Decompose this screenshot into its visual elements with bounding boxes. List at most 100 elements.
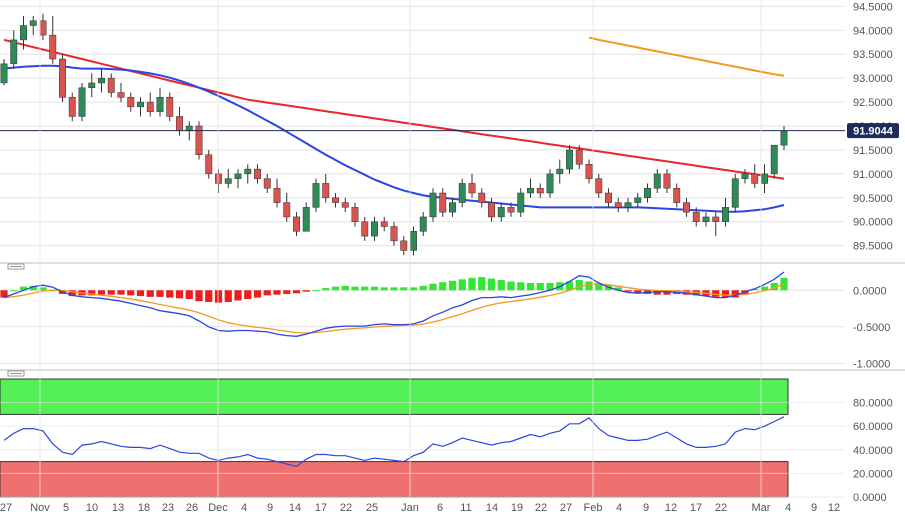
candle-body [195, 125, 203, 155]
macd-bar [322, 288, 330, 291]
candle-body [683, 202, 690, 213]
candle [527, 178, 534, 198]
candle [29, 15, 37, 36]
candle-body [527, 187, 534, 194]
x-tick-label: 4 [616, 502, 622, 514]
macd-bar [195, 290, 203, 302]
candle [575, 145, 583, 170]
candle [332, 193, 339, 208]
macd-bar [117, 290, 125, 295]
macd-bar [29, 285, 37, 291]
macd-bar [146, 290, 154, 297]
macd-bar [39, 287, 47, 291]
candle [614, 197, 622, 213]
macd-bar [234, 290, 242, 301]
candle-body [780, 130, 788, 146]
y-tick-label: 93.0000 [853, 73, 893, 85]
macd-bar [712, 290, 720, 297]
x-tick-label: Jan [401, 502, 419, 514]
candle [263, 173, 271, 194]
candle [497, 202, 505, 222]
x-tick-label: 22 [340, 502, 352, 514]
candle [536, 183, 544, 198]
candle [59, 54, 66, 103]
candle-body [595, 178, 603, 194]
macd-bar [380, 287, 388, 291]
candle-body [49, 34, 57, 60]
candle [488, 197, 495, 222]
candle [556, 159, 564, 184]
candle [234, 169, 242, 189]
macd-bar [185, 290, 193, 300]
macd-bar [97, 290, 106, 295]
candle [205, 149, 213, 179]
panel-resize-handle[interactable] [7, 263, 25, 270]
candle [605, 188, 612, 208]
moving-average-line [588, 36, 785, 77]
candle [0, 59, 8, 86]
candle-body [88, 82, 96, 88]
macd-bar [585, 281, 593, 291]
x-axis: 27 Nov 5 10 13 18 23 26 Dec 4 9 14 17 22 25 Jan 6 11 14 19 2… [0, 0, 840, 514]
candle-body [390, 226, 398, 242]
candle-body [341, 202, 349, 208]
candle-body [556, 168, 564, 175]
candle [644, 183, 651, 203]
y-tick-label: 91.5000 [853, 145, 893, 157]
candle-body [468, 183, 476, 194]
x-tick-label: Nov [30, 502, 50, 514]
macd-bar [595, 282, 603, 291]
candle-body [137, 101, 144, 108]
macd-signal-line [3, 283, 785, 334]
macd-bar [536, 282, 544, 291]
macd-bar [263, 290, 271, 296]
macd-bar [653, 290, 661, 295]
candle [546, 169, 554, 198]
y-tick-label: 94.0000 [853, 25, 893, 37]
rsi-y-axis: 80.0000 60.0000 40.0000 20.0000 0.0000 [853, 398, 893, 504]
candle [322, 173, 330, 203]
candle-body [692, 211, 700, 222]
candle-body [575, 149, 583, 165]
x-tick-label: 10 [86, 502, 98, 514]
x-tick-label: Feb [584, 502, 603, 514]
candle-body [605, 192, 612, 203]
candle-body [634, 197, 642, 203]
macd-bar [49, 290, 57, 292]
price-panel: 94.500094.000093.500093.000092.500092.00… [0, 1, 899, 256]
rsi-line [3, 416, 785, 467]
x-tick-label: 9 [267, 502, 273, 514]
x-tick-label: 14 [486, 502, 498, 514]
candle [10, 30, 18, 69]
macd-bar [517, 282, 525, 291]
candle-body [156, 97, 164, 112]
macd-bar [107, 290, 115, 295]
candle-body [419, 216, 427, 232]
candle [566, 145, 573, 174]
macd-bar [361, 286, 369, 291]
candle [429, 188, 437, 222]
x-tick-label: 22 [535, 502, 547, 514]
x-tick-label: 23 [162, 502, 174, 514]
macd-bar [409, 287, 418, 291]
macd-bar [751, 288, 759, 291]
y-tick-label: 90.5000 [853, 193, 893, 205]
macd-bar [351, 286, 359, 291]
macd-bar [244, 290, 252, 300]
candle [468, 173, 476, 198]
x-tick-label: 4 [241, 502, 247, 514]
x-tick-label: 12 [665, 502, 677, 514]
candle-body [254, 168, 261, 179]
candle-body [624, 202, 632, 208]
candle [663, 169, 671, 194]
macd-bar [205, 290, 213, 302]
macd-bar [224, 290, 232, 302]
candle [624, 197, 632, 213]
panel-resize-handle[interactable] [7, 370, 25, 377]
candle-body [517, 192, 525, 213]
x-tick-label: 9 [643, 502, 649, 514]
y-tick-label: 92.5000 [853, 97, 893, 109]
x-tick-label: 5 [63, 502, 69, 514]
macd-bar [302, 290, 310, 292]
candle-body [302, 207, 310, 232]
